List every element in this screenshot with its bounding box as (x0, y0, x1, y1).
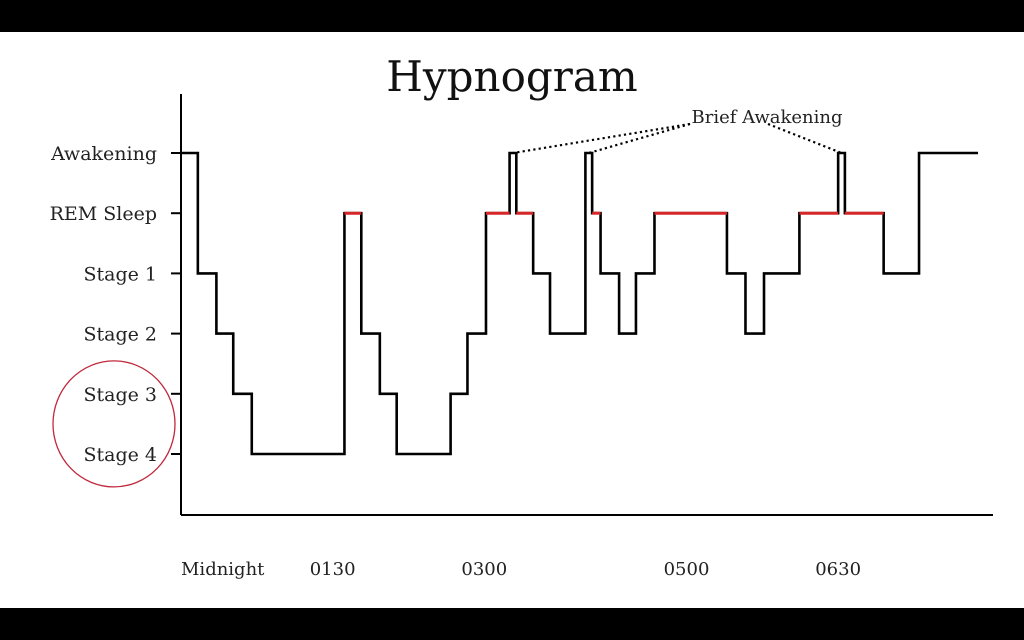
y-label-stage-2: Stage 2 (83, 324, 157, 346)
y-label-stage-4: Stage 4 (83, 444, 157, 466)
x-label-0500: 0500 (664, 559, 710, 580)
x-label-0630: 0630 (815, 559, 861, 580)
annotation-leader (767, 122, 842, 155)
y-label-stage-1: Stage 1 (83, 263, 157, 285)
x-label-0300: 0300 (461, 559, 507, 580)
annotation-brief-awakening: Brief Awakening (692, 107, 843, 128)
y-label-stage-3: Stage 3 (83, 384, 157, 406)
y-label-awakening: Awakening (50, 143, 157, 165)
hypnogram-line (181, 151, 979, 456)
y-label-rem-sleep: REM Sleep (50, 203, 157, 225)
x-label-midnight: Midnight (181, 559, 265, 580)
hypnogram-chart: Hypnogram Awakening REM Sleep Stage 1 Stage… (50, 52, 993, 580)
highlight-circle (52, 360, 176, 488)
x-label-0130: 0130 (310, 559, 356, 580)
chart-title: Hypnogram (386, 52, 637, 101)
annotation-leader (588, 122, 691, 155)
slide: Hypnogram Awakening REM Sleep Stage 1 Stage… (0, 32, 1024, 608)
